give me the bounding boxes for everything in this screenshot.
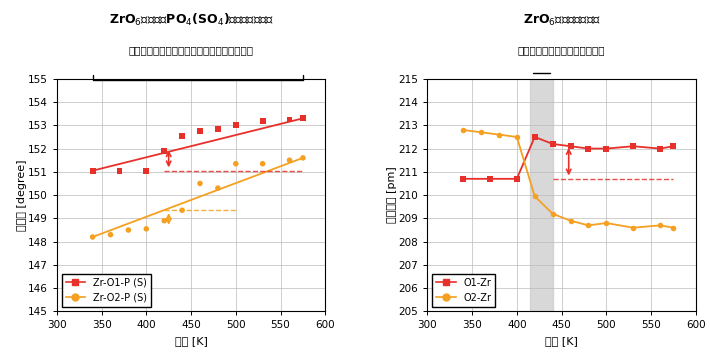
Legend: O1-Zr, O2-Zr: O1-Zr, O2-Zr	[432, 274, 495, 306]
Point	[257, 161, 268, 166]
Point	[212, 185, 224, 191]
Point	[158, 148, 170, 154]
Point	[87, 234, 98, 240]
Text: ZrO$_6$八面体の軸長さ: ZrO$_6$八面体の軸長さ	[523, 13, 601, 28]
Point	[158, 218, 170, 223]
Text: 広い温度で連続的に変化（フレームワーク）: 広い温度で連続的に変化（フレームワーク）	[129, 45, 253, 55]
X-axis label: 温度 [K]: 温度 [K]	[175, 336, 207, 346]
Text: ZrO$_6$八面体とPO$_4$(SO$_4$)四面体の結合角: ZrO$_6$八面体とPO$_4$(SO$_4$)四面体の結合角	[109, 11, 273, 28]
Point	[297, 155, 309, 161]
Point	[230, 122, 241, 128]
X-axis label: 温度 [K]: 温度 [K]	[545, 336, 578, 346]
Y-axis label: 結合距離 [pm]: 結合距離 [pm]	[387, 167, 397, 223]
Point	[176, 207, 187, 213]
Legend: Zr-O1-P (S), Zr-O2-P (S): Zr-O1-P (S), Zr-O2-P (S)	[62, 274, 151, 306]
Point	[284, 117, 295, 122]
Text: 相転移温度で短軸と長軸が逆転: 相転移温度で短軸と長軸が逆転	[518, 45, 606, 55]
Point	[141, 226, 152, 232]
Point	[105, 232, 116, 237]
Point	[87, 168, 98, 174]
Point	[195, 180, 206, 186]
Y-axis label: 結合角 [degree]: 結合角 [degree]	[16, 159, 26, 231]
Point	[212, 126, 224, 132]
Point	[257, 118, 268, 124]
Point	[195, 128, 206, 134]
Point	[284, 157, 295, 163]
Point	[230, 161, 241, 166]
Point	[176, 133, 187, 139]
Point	[297, 115, 309, 121]
Bar	[530, 79, 552, 311]
Point	[123, 227, 134, 233]
Point	[141, 168, 152, 174]
Point	[114, 168, 125, 174]
